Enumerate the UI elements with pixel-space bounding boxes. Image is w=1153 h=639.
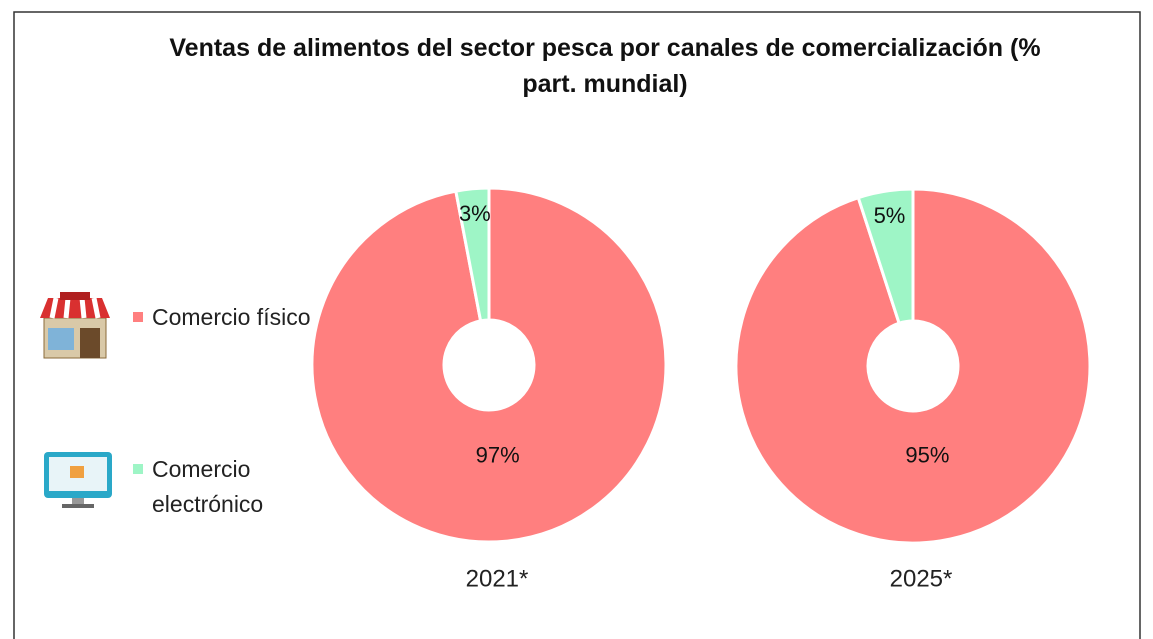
frame <box>13 11 1141 639</box>
title-box: Ventas de alimentos del sector pesca por… <box>169 34 1041 98</box>
legend-label: Comercio electrónico <box>152 456 264 517</box>
legend-marker <box>133 464 143 474</box>
data-label: 5% <box>874 203 906 228</box>
computer-icon <box>44 452 112 508</box>
shop-icon <box>40 292 110 359</box>
data-label: 3% <box>459 201 491 226</box>
donut-slice <box>454 186 491 323</box>
data-label: 95% <box>905 443 949 468</box>
pie-label: 2025* <box>890 565 953 592</box>
legend-marker <box>133 312 143 322</box>
donut-slice <box>310 186 668 544</box>
donut-slice <box>734 187 1092 545</box>
pie-label: 2021* <box>466 565 529 592</box>
donut-slice <box>856 187 915 326</box>
chart-title: Ventas de alimentos del sector pesca por… <box>169 34 1041 98</box>
legend-label: Comercio físico <box>152 304 311 330</box>
data-label: 97% <box>476 442 520 467</box>
